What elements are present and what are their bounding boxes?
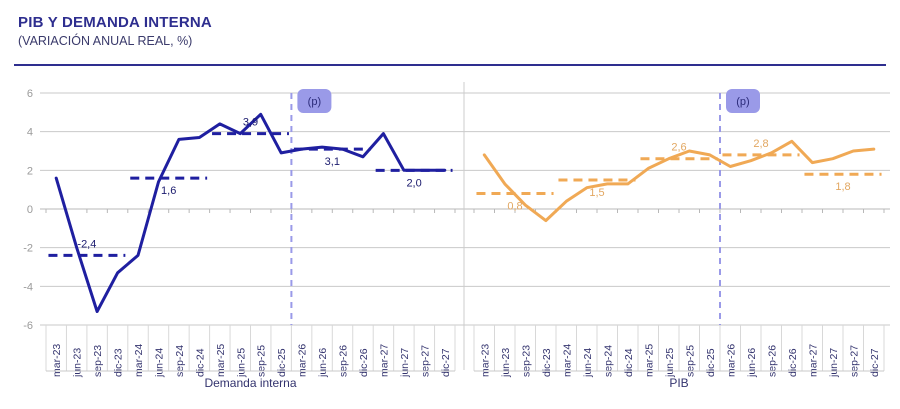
page-subtitle: (VARIACIÓN ANUAL REAL, %) (18, 34, 193, 48)
x-axis-label-dic-24: dic-24 (194, 348, 206, 377)
annual-average-label-2026: 2,8 (753, 138, 768, 150)
x-axis-label-jun-25: jun-25 (664, 348, 676, 378)
x-axis-label-dic-26: dic-26 (787, 348, 799, 377)
x-axis-label-dic-24: dic-24 (623, 348, 635, 377)
annual-average-label-2025: 3,9 (243, 117, 258, 129)
x-axis-label-jun-26: jun-26 (746, 348, 758, 378)
series-label-demanda-interna: Demanda interna (204, 376, 296, 390)
annual-average-label-2027: 2,0 (406, 177, 421, 189)
x-axis-label-sep-23: sep-23 (92, 345, 104, 377)
x-axis-label-sep-23: sep-23 (520, 345, 532, 377)
x-axis-label-dic-23: dic-23 (541, 348, 553, 377)
x-axis-label-mar-25: mar-25 (643, 344, 655, 377)
x-axis-label-mar-26: mar-26 (297, 344, 309, 377)
x-axis-label-sep-27: sep-27 (848, 345, 860, 377)
x-axis-label-mar-27: mar-27 (807, 344, 819, 377)
annual-average-label-2025: 2,6 (671, 142, 686, 154)
x-axis-label-dic-25: dic-25 (705, 348, 717, 377)
annual-average-label-2024: 1,5 (589, 187, 604, 199)
x-axis-label-dic-23: dic-23 (113, 348, 125, 377)
series-label-pib: PIB (669, 376, 688, 390)
x-axis-label-sep-25: sep-25 (256, 345, 268, 377)
header-divider (14, 64, 886, 66)
x-axis-label-jun-27: jun-27 (399, 348, 411, 378)
x-axis-label-sep-25: sep-25 (684, 345, 696, 377)
y-axis-label--2: -2 (23, 243, 33, 255)
x-axis-label-sep-24: sep-24 (174, 345, 186, 377)
x-axis-label-mar-27: mar-27 (378, 344, 390, 377)
x-axis-label-dic-27: dic-27 (869, 348, 881, 377)
forecast-badge-label: (p) (308, 96, 321, 108)
annual-average-label-2023: 0,8 (507, 201, 522, 213)
x-axis-label-mar-23: mar-23 (479, 344, 491, 377)
x-axis-label-dic-27: dic-27 (440, 348, 452, 377)
x-axis-label-jun-24: jun-24 (153, 348, 165, 378)
forecast-badge (297, 89, 332, 113)
x-axis-label-jun-25: jun-25 (235, 348, 247, 378)
y-axis-label-6: 6 (27, 88, 33, 100)
annual-average-label-2024: 1,6 (161, 185, 176, 197)
y-axis-label--4: -4 (23, 281, 33, 293)
x-axis-label-sep-26: sep-26 (338, 345, 350, 377)
x-axis-label-dic-25: dic-25 (276, 348, 288, 377)
chart-svg: 6 4 2 0 -2 -4 -6 (p) -2,4 1,6 3,9 3,1 2,0 mar-23 jun-2… (23, 82, 890, 390)
forecast-badge (726, 89, 760, 113)
x-axis-label-jun-23: jun-23 (72, 348, 84, 378)
y-axis-label-0: 0 (27, 204, 33, 216)
series-line-demanda-interna (54, 112, 447, 313)
x-axis-label-mar-26: mar-26 (725, 344, 737, 377)
annual-average-label-2027: 1,8 (835, 181, 850, 193)
x-axis-label-mar-23: mar-23 (51, 344, 63, 377)
y-axis-label-2: 2 (27, 165, 33, 177)
annual-average-label-2026: 3,1 (325, 156, 340, 168)
series-line-pib (482, 139, 876, 223)
x-axis-label-jun-24: jun-24 (582, 348, 594, 378)
x-axis-label-jun-26: jun-26 (317, 348, 329, 378)
x-axis-label-sep-27: sep-27 (419, 345, 431, 377)
chart-header: PIB Y DEMANDA INTERNA (VARIACIÓN ANUAL R… (18, 14, 212, 49)
x-axis-label-jun-27: jun-27 (828, 348, 840, 378)
annual-average-label-2023: -2,4 (77, 238, 96, 250)
x-axis-label-sep-24: sep-24 (602, 345, 614, 377)
chart-area: 6 4 2 0 -2 -4 -6 (p) -2,4 1,6 3,9 3,1 2,0 mar-23 jun-2… (0, 70, 900, 409)
x-axis-label-jun-23: jun-23 (500, 348, 512, 378)
x-axis-label-mar-25: mar-25 (215, 344, 227, 377)
x-axis-label-mar-24: mar-24 (133, 344, 145, 377)
y-axis-label--6: -6 (23, 320, 33, 332)
forecast-badge-label: (p) (736, 96, 749, 108)
x-axis-label-dic-26: dic-26 (358, 348, 370, 377)
x-axis-label-mar-24: mar-24 (561, 344, 573, 377)
x-axis-label-sep-26: sep-26 (766, 345, 778, 377)
y-axis-label-4: 4 (27, 127, 33, 139)
page-title: PIB Y DEMANDA INTERNA (18, 14, 212, 31)
